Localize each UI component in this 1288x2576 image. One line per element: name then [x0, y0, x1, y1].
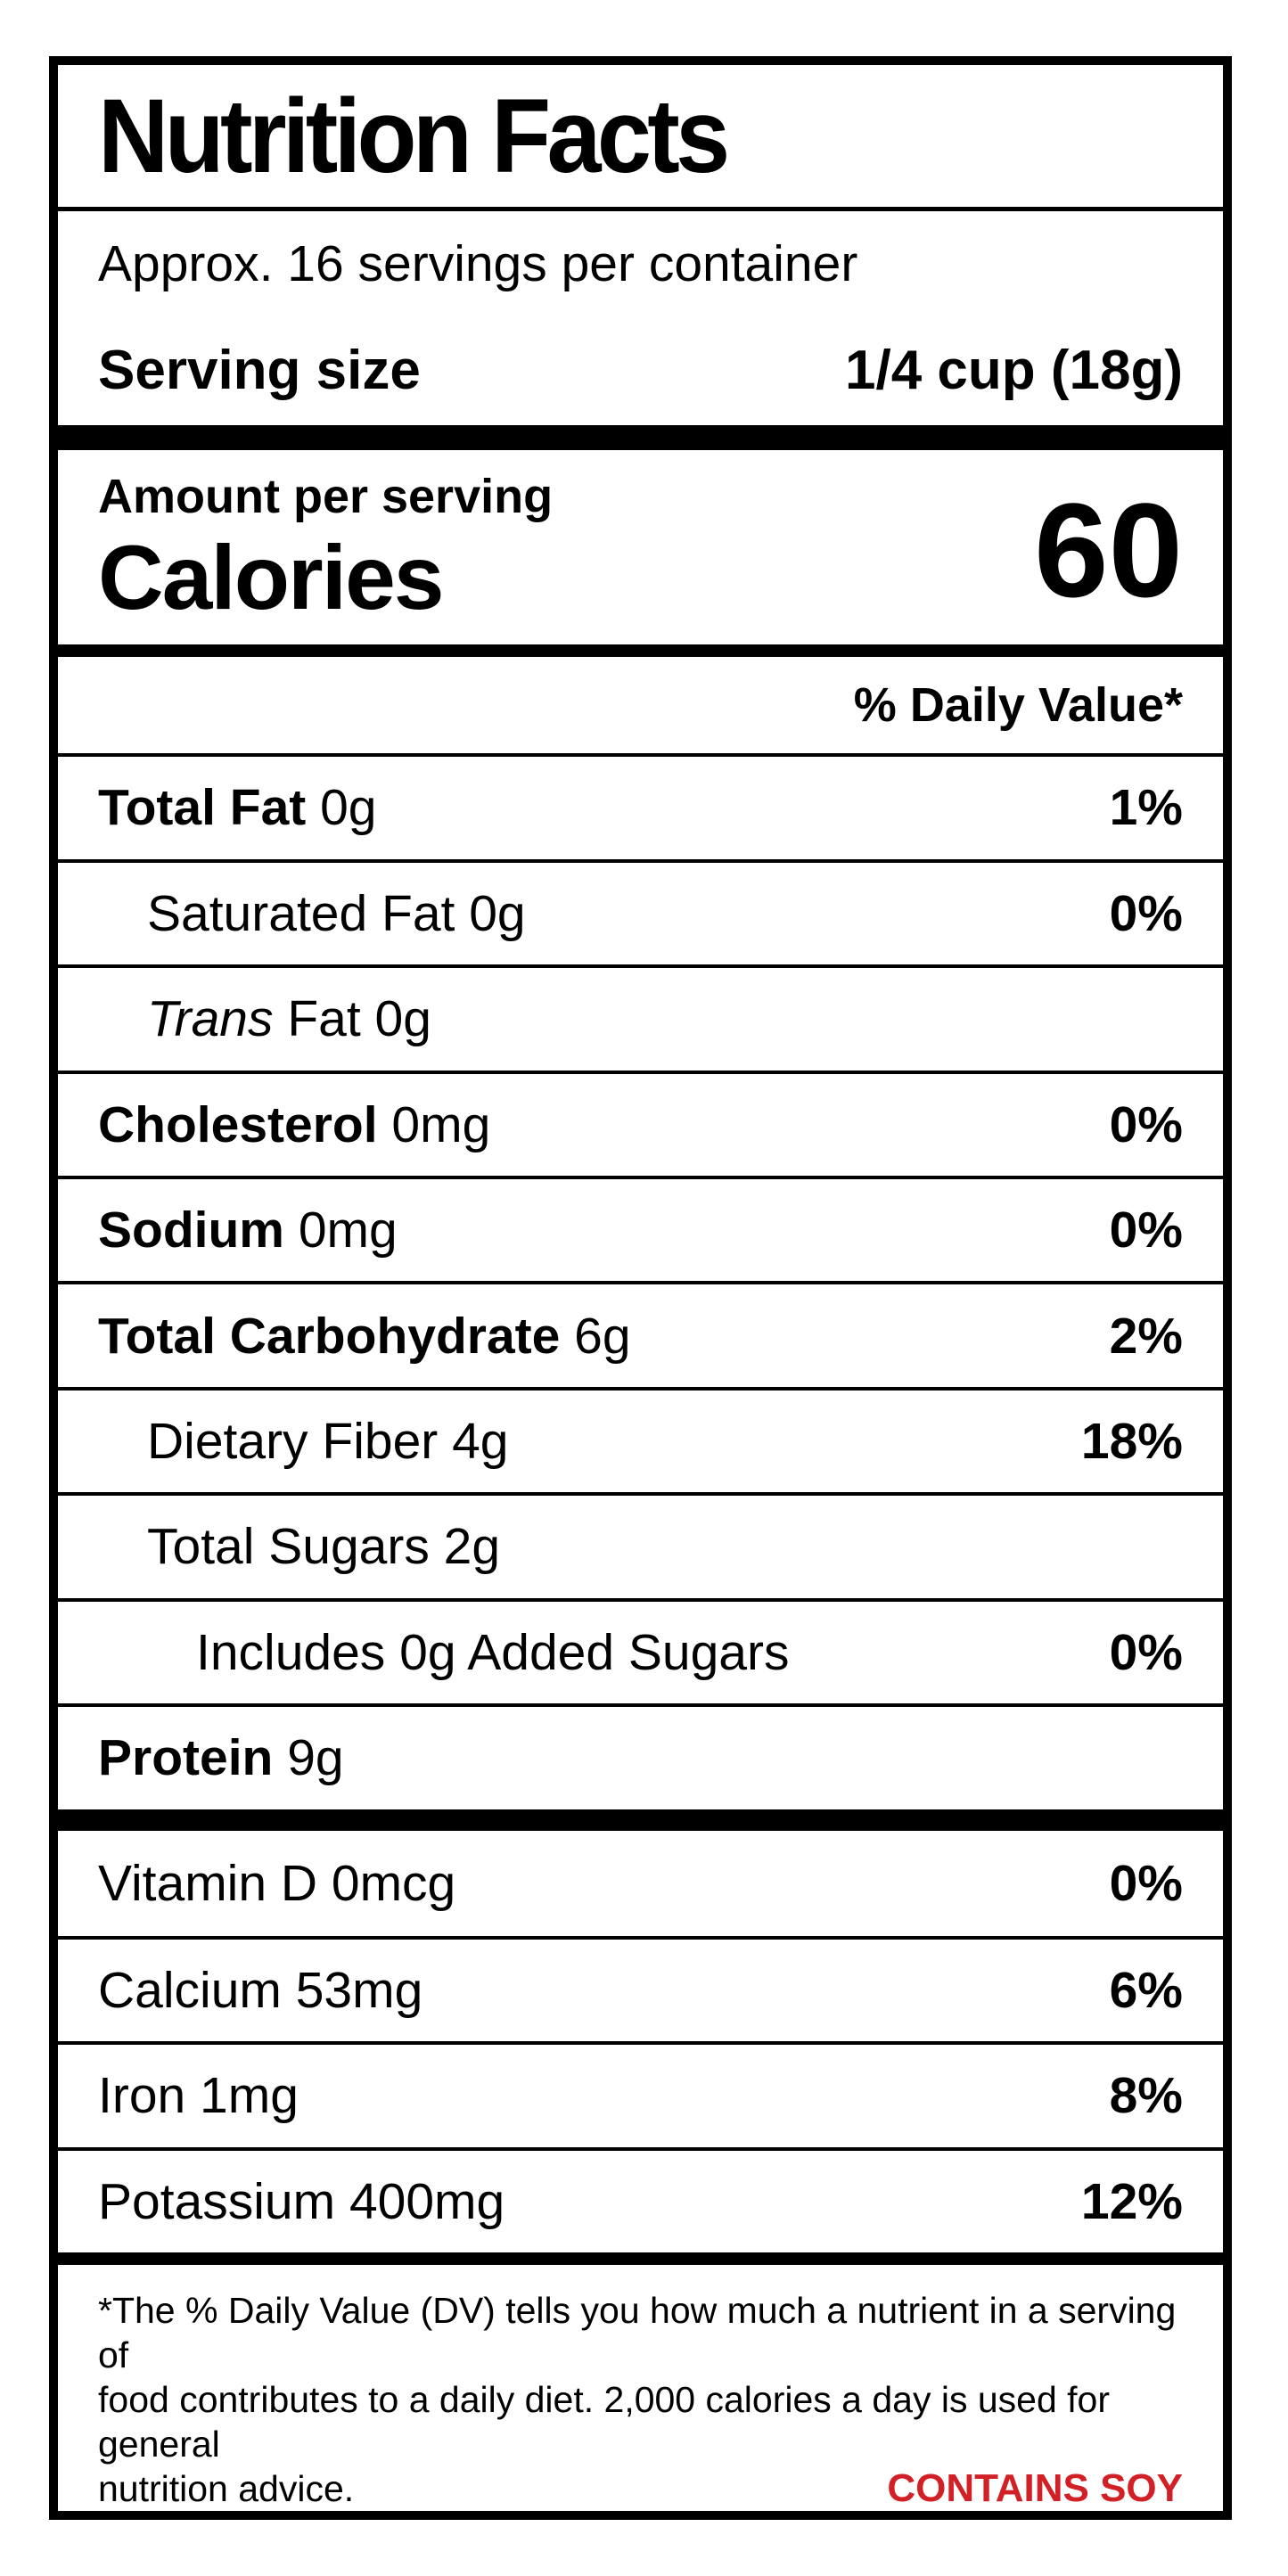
- calories-block: Amount per serving Calories 60: [58, 450, 1223, 644]
- nutrient-amount: 9g: [273, 1729, 344, 1787]
- nutrient-name: Sodium 0mg: [98, 1201, 398, 1259]
- nutrient-amount: Fat 0g: [273, 990, 431, 1048]
- nutrient-row-added-sugars: Includes 0g Added Sugars 0%: [58, 1597, 1223, 1703]
- nutrient-name-bold: Protein: [98, 1729, 274, 1787]
- nutrient-amount: Total Sugars 2g: [147, 1518, 501, 1576]
- thick-divider-bar: [58, 424, 1223, 450]
- nutrient-amount: 0mg: [377, 1095, 491, 1153]
- nutrient-amount: 0g: [306, 779, 377, 837]
- nutrient-row-protein: Protein 9g: [58, 1703, 1223, 1809]
- nutrient-name-bold: Cholesterol: [98, 1095, 378, 1153]
- nutrient-name: Total Carbohydrate 6g: [98, 1307, 631, 1366]
- calories-label: Calories: [98, 526, 445, 628]
- daily-value: 2%: [1109, 1307, 1183, 1365]
- nutrient-row-sodium: Sodium 0mg 0%: [58, 1175, 1223, 1281]
- nutrient-name: Vitamin D 0mcg: [98, 1854, 455, 1913]
- nutrient-amount: 0mg: [284, 1202, 398, 1259]
- nutrient-name: Potassium 400mg: [98, 2172, 505, 2231]
- nutrient-amount: Dietary Fiber 4g: [147, 1413, 509, 1471]
- allergen-statement: CONTAINS SOY: [887, 2466, 1183, 2511]
- label-title: Nutrition Facts: [98, 77, 730, 195]
- nutrient-row-dietary-fiber: Dietary Fiber 4g 18%: [58, 1386, 1223, 1492]
- nutrient-amount: Includes 0g Added Sugars: [196, 1623, 790, 1681]
- protein-divider-bar: [58, 1809, 1223, 1831]
- nutrient-row-saturated-fat: Saturated Fat 0g 0%: [58, 858, 1223, 964]
- title-block: Nutrition Facts: [58, 65, 1223, 212]
- nutrient-row-total-sugars: Total Sugars 2g: [58, 1492, 1223, 1597]
- daily-value: 0%: [1109, 1623, 1183, 1681]
- servings-per-container-row: Approx. 16 servings per container: [58, 211, 1223, 316]
- vitamin-row-vitamin-d: Vitamin D 0mcg 0%: [58, 1831, 1223, 1936]
- nutrient-amount: Saturated Fat 0g: [147, 884, 526, 942]
- daily-value: 0%: [1109, 884, 1183, 942]
- nutrient-name: Iron 1mg: [98, 2066, 299, 2125]
- nutrient-name: Includes 0g Added Sugars: [196, 1623, 790, 1682]
- daily-value: 0%: [1109, 1095, 1183, 1153]
- nutrient-name: Trans Fat 0g: [147, 989, 431, 1048]
- nutrition-facts-label: Nutrition Facts Approx. 16 servings per …: [49, 56, 1232, 2520]
- serving-size-label: Serving size: [98, 340, 421, 402]
- nutrient-name: Protein 9g: [98, 1728, 344, 1787]
- daily-value-header-row: % Daily Value*: [58, 657, 1223, 754]
- nutrient-amount: Calcium 53mg: [98, 1962, 423, 2019]
- footnote-divider-bar: [58, 2252, 1223, 2266]
- amount-per-serving-label: Amount per serving: [98, 469, 554, 523]
- footnote-line-3-text: nutrition advice.: [98, 2468, 355, 2510]
- serving-size-row: Serving size 1/4 cup (18g): [58, 316, 1223, 424]
- nutrient-name: Total Sugars 2g: [147, 1517, 500, 1576]
- footnote-line-2: food contributes to a daily diet. 2,000 …: [98, 2379, 1111, 2465]
- nutrient-name: Calcium 53mg: [98, 1961, 422, 2020]
- daily-value: 6%: [1109, 1962, 1183, 2019]
- daily-value-header: % Daily Value*: [853, 677, 1183, 732]
- nutrient-amount: Vitamin D 0mcg: [98, 1854, 456, 1912]
- serving-size-value: 1/4 cup (18g): [845, 340, 1183, 402]
- daily-value: 12%: [1080, 2172, 1183, 2230]
- daily-value: 1%: [1109, 779, 1183, 837]
- daily-value: 0%: [1109, 1854, 1183, 1912]
- nutrient-name-italic: Trans: [147, 990, 274, 1048]
- footnote-block: *The % Daily Value (DV) tells you how mu…: [58, 2265, 1223, 2511]
- nutrient-name-bold: Sodium: [98, 1202, 284, 1259]
- footnote-line-3: nutrition advice. CONTAINS SOY: [98, 2466, 1183, 2511]
- nutrient-row-cholesterol: Cholesterol 0mg 0%: [58, 1070, 1223, 1176]
- nutrient-amount: 6g: [560, 1307, 631, 1365]
- nutrient-name: Dietary Fiber 4g: [147, 1412, 509, 1471]
- daily-value: 0%: [1109, 1202, 1183, 1259]
- servings-per-container-text: Approx. 16 servings per container: [98, 235, 858, 293]
- nutrient-amount: Potassium 400mg: [98, 2172, 505, 2230]
- nutrient-row-total-fat: Total Fat 0g 1%: [58, 753, 1223, 858]
- nutrient-name: Saturated Fat 0g: [147, 884, 526, 943]
- nutrient-amount: Iron 1mg: [98, 2067, 299, 2125]
- footnote-line-1: *The % Daily Value (DV) tells you how mu…: [98, 2290, 1177, 2376]
- vitamin-row-calcium: Calcium 53mg 6%: [58, 1935, 1223, 2041]
- vitamin-row-iron: Iron 1mg 8%: [58, 2041, 1223, 2146]
- vitamin-row-potassium: Potassium 400mg 12%: [58, 2146, 1223, 2252]
- calories-left-column: Amount per serving Calories: [98, 464, 553, 630]
- daily-value: 8%: [1109, 2067, 1183, 2125]
- nutrient-name-bold: Total Carbohydrate: [98, 1307, 561, 1365]
- daily-value: 18%: [1080, 1413, 1183, 1471]
- calories-value: 60: [1034, 474, 1183, 625]
- nutrient-name: Cholesterol 0mg: [98, 1095, 490, 1154]
- nutrient-name: Total Fat 0g: [98, 778, 377, 837]
- nutrient-name-bold: Total Fat: [98, 779, 307, 837]
- medium-divider-bar: [58, 644, 1223, 657]
- nutrient-row-trans-fat: Trans Fat 0g: [58, 964, 1223, 1070]
- nutrient-row-total-carbohydrate: Total Carbohydrate 6g 2%: [58, 1281, 1223, 1386]
